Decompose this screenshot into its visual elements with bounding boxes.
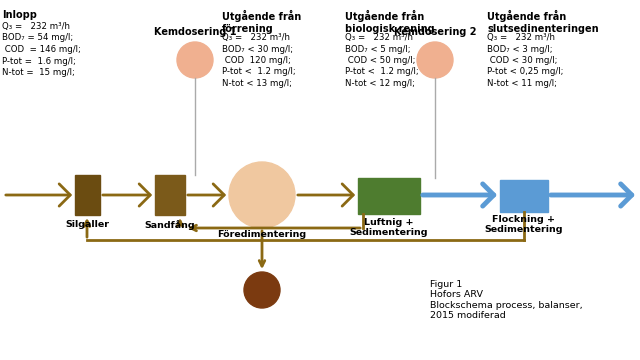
Text: N-tot < 11 mg/l;: N-tot < 11 mg/l;: [487, 79, 557, 88]
Text: Utgående från
slutsedinenteringen: Utgående från slutsedinenteringen: [487, 10, 598, 34]
Text: COD  = 146 mg/l;: COD = 146 mg/l;: [2, 45, 81, 54]
Bar: [75, 175, 100, 215]
Circle shape: [177, 42, 213, 78]
Text: Kemdosering 1: Kemdosering 1: [154, 27, 236, 37]
Text: Föredimentering: Föredimentering: [218, 230, 307, 239]
Circle shape: [229, 162, 295, 228]
Circle shape: [244, 272, 280, 308]
Text: Q₃ =   232 m³/h: Q₃ = 232 m³/h: [2, 22, 70, 31]
Text: Utgående från
biologisk rening: Utgående från biologisk rening: [345, 10, 435, 34]
Text: BOD₇ < 3 mg/l;: BOD₇ < 3 mg/l;: [487, 45, 552, 54]
Bar: [358, 178, 420, 214]
Text: Silgaller: Silgaller: [65, 220, 109, 229]
Text: P-tot < 0,25 mg/l;: P-tot < 0,25 mg/l;: [487, 68, 563, 77]
Text: BOD₇ = 54 mg/l;: BOD₇ = 54 mg/l;: [2, 33, 73, 42]
Text: Q₃ =   232 m³/h: Q₃ = 232 m³/h: [487, 33, 555, 42]
Text: Flockning +
Sedimentering: Flockning + Sedimentering: [484, 215, 563, 234]
Text: Q₃ =   232 m³/h: Q₃ = 232 m³/h: [345, 33, 413, 42]
Text: N-tot =  15 mg/l;: N-tot = 15 mg/l;: [2, 68, 75, 77]
Text: Q₃ =   232 m³/h: Q₃ = 232 m³/h: [222, 33, 290, 42]
Text: Sandfång: Sandfång: [145, 220, 195, 230]
Text: Utgående från
förrening: Utgående från förrening: [222, 10, 301, 34]
Bar: [155, 175, 185, 215]
Text: COD < 30 mg/l;: COD < 30 mg/l;: [487, 56, 557, 65]
Text: P-tot <  1.2 mg/l;: P-tot < 1.2 mg/l;: [222, 68, 296, 77]
Text: N-tot < 12 mg/l;: N-tot < 12 mg/l;: [345, 79, 415, 88]
Text: COD < 50 mg/l;: COD < 50 mg/l;: [345, 56, 415, 65]
Text: COD  120 mg/l;: COD 120 mg/l;: [222, 56, 291, 65]
Circle shape: [417, 42, 453, 78]
Text: Luftnig +
Sedimentering: Luftnig + Sedimentering: [349, 218, 428, 237]
Text: Figur 1
Hofors ARV
Blockschema process, balanser,
2015 modiferad: Figur 1 Hofors ARV Blockschema process, …: [430, 280, 582, 320]
Bar: [500, 180, 548, 212]
Text: BOD₇ < 30 mg/l;: BOD₇ < 30 mg/l;: [222, 45, 293, 54]
Text: Inlopp: Inlopp: [2, 10, 37, 20]
Text: P-tot <  1.2 mg/l;: P-tot < 1.2 mg/l;: [345, 68, 419, 77]
Text: N-tot < 13 mg/l;: N-tot < 13 mg/l;: [222, 79, 292, 88]
Text: P-tot =  1.6 mg/l;: P-tot = 1.6 mg/l;: [2, 57, 76, 66]
Text: BOD₇ < 5 mg/l;: BOD₇ < 5 mg/l;: [345, 45, 411, 54]
Text: Kemdosering 2: Kemdosering 2: [394, 27, 476, 37]
